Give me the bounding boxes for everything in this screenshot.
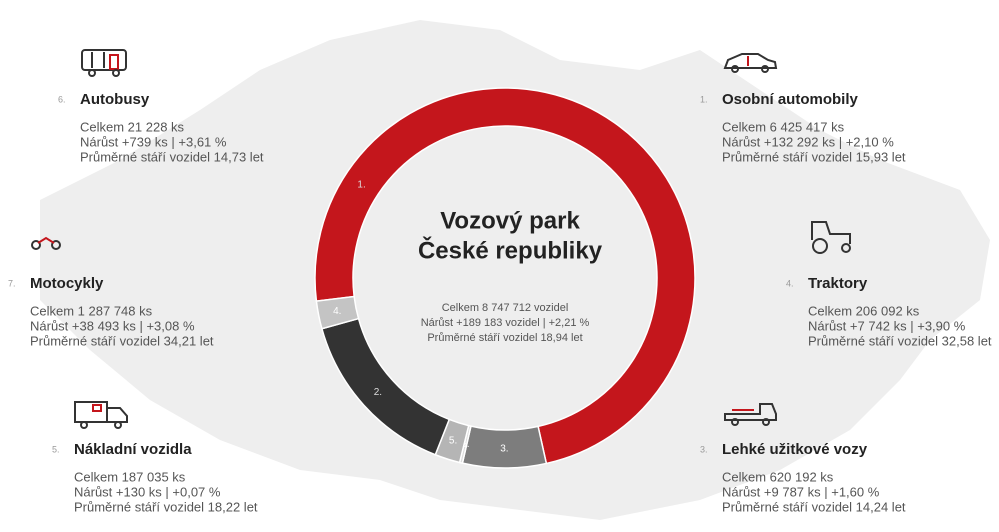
item-name: Autobusy [80,91,150,108]
item-detail: Průměrné stáří vozidel 14,73 let [80,149,264,164]
icon-van [724,403,777,426]
icon-bus [81,49,127,77]
item-detail: Průměrné stáří vozidel 14,24 let [722,499,906,514]
item-rank: 4. [786,278,794,288]
item-rank: 1. [700,94,708,104]
summary-line: Průměrné stáří vozidel 18,94 let [427,332,582,344]
item-detail: Nárůst +132 292 ks | +2,10 % [722,134,894,149]
item-detail: Celkem 21 228 ks [80,119,185,134]
item-detail: Celkem 6 425 417 ks [722,119,845,134]
item-name: Traktory [808,275,868,292]
title-line: České republiky [418,236,603,264]
item-detail: Celkem 1 287 748 ks [30,303,153,318]
segment-label: 1. [357,180,365,191]
item-detail: Průměrné stáří vozidel 15,93 let [722,149,906,164]
segment-label: 5. [449,436,457,447]
item-detail: Nárůst +9 787 ks | +1,60 % [722,484,880,499]
item-detail: Nárůst +38 493 ks | +3,08 % [30,318,195,333]
icon-motorcycle [31,236,61,250]
icon-truck [74,401,128,429]
title-line: Vozový park [440,207,580,234]
segment-label: 2. [374,387,382,398]
item-rank: 7. [8,278,16,288]
summary-line: Celkem 8 747 712 vozidel [442,302,569,314]
item-name: Motocykly [30,275,104,292]
item-rank: 6. [58,94,66,104]
segment-label: 4. [333,306,341,317]
map-background [40,20,990,520]
icon-car [723,53,778,73]
item-detail: Průměrné stáří vozidel 32,58 let [808,333,992,348]
item-rank: 5. [52,444,60,454]
summary-line: Nárůst +189 183 vozidel | +2,21 % [421,317,590,329]
item-name: Nákladní vozidla [74,441,192,458]
item-detail: Nárůst +130 ks | +0,07 % [74,484,221,499]
item-name: Osobní automobily [722,91,858,108]
item-detail: Celkem 187 035 ks [74,469,186,484]
icon-tractor [811,221,851,254]
item-detail: Průměrné stáří vozidel 18,22 let [74,499,258,514]
segment-label: 6. [461,439,469,450]
item-rank: 3. [700,444,708,454]
item-detail: Nárůst +739 ks | +3,61 % [80,134,227,149]
item-detail: Nárůst +7 742 ks | +3,90 % [808,318,966,333]
donut-segment [315,295,360,330]
item-detail: Průměrné stáří vozidel 34,21 let [30,333,214,348]
donut-segment [314,87,696,465]
segment-label: 3. [500,444,508,455]
item-name: Lehké užitkové vozy [722,441,868,458]
item-detail: Celkem 620 192 ks [722,469,834,484]
item-detail: Celkem 206 092 ks [808,303,920,318]
